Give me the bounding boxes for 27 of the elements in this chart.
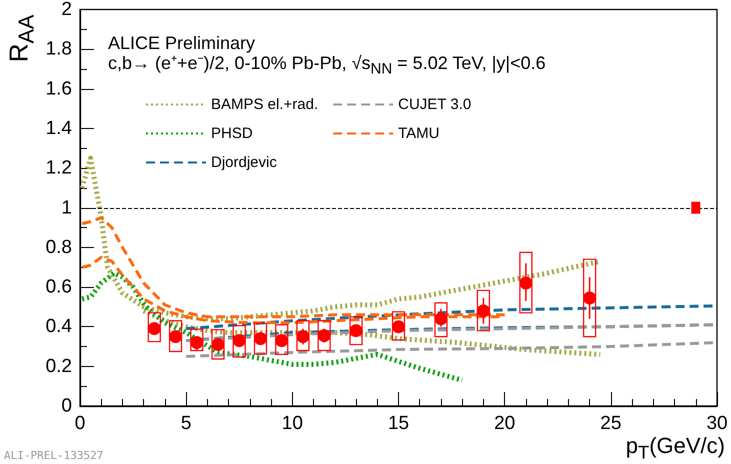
legend-label: PHSD <box>211 125 253 142</box>
y-tick-label: 2 <box>61 0 72 20</box>
x-axis-title: p$_{T}$(GeV/c) <box>626 433 725 462</box>
y-tick-label: 0.4 <box>46 316 72 338</box>
legend-label: Djordjevic <box>211 154 278 171</box>
legend-label: CUJET 3.0 <box>398 96 472 113</box>
text: ALICE Preliminary <box>108 33 256 53</box>
legend-label: TAMU <box>398 125 440 142</box>
y-tick-label: 1.2 <box>46 158 72 179</box>
text: c,b→ (e⁺+e⁻)/2, 0-10% Pb-Pb, √s$_{NN}$ = 5.02 TeV, |y|<0.6 <box>108 53 546 78</box>
y-tick-label: 1.6 <box>46 78 72 100</box>
y-tick-label: 0.6 <box>46 276 72 298</box>
y-tick-label: 0.8 <box>46 236 72 258</box>
x-tick-label: 30 <box>706 413 728 434</box>
x-tick-label: 10 <box>282 413 303 434</box>
x-tick-label: 0 <box>74 413 86 434</box>
y-tick-label: 0.2 <box>46 356 72 377</box>
x-tick-label: 25 <box>600 413 622 434</box>
y-tick-label: 1 <box>61 197 72 218</box>
x-tick-label: 15 <box>388 413 410 434</box>
x-tick-label: 20 <box>494 413 516 434</box>
y-tick-label: 0 <box>61 396 72 416</box>
y-tick-label: 1.4 <box>46 118 72 139</box>
y-tick-label: 1.8 <box>46 38 72 60</box>
legend-label: BAMPS el.+rad. <box>211 96 318 113</box>
x-tick-label: 5 <box>180 413 192 434</box>
text: ALI-PREL-133527 <box>4 449 104 462</box>
